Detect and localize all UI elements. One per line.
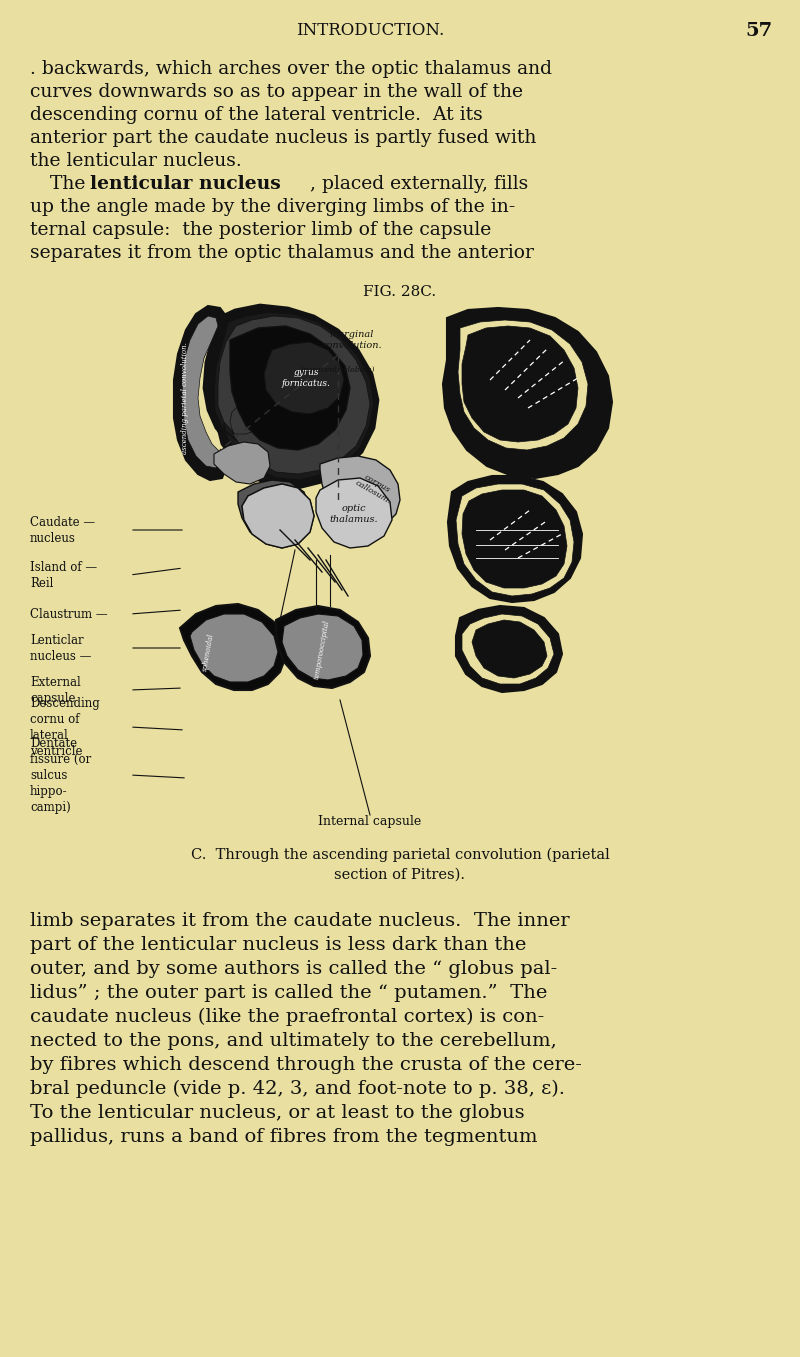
- Text: outer, and by some authors is called the “ globus pal-: outer, and by some authors is called the…: [30, 959, 558, 978]
- Text: Internal capsule: Internal capsule: [318, 816, 422, 828]
- Text: by fibres which descend through the crusta of the cere-: by fibres which descend through the crus…: [30, 1056, 582, 1073]
- Polygon shape: [282, 613, 363, 680]
- Text: Island of —
Reil: Island of — Reil: [30, 560, 97, 589]
- Text: optic
thalamus.: optic thalamus.: [330, 505, 378, 524]
- Text: marginal
convolution.: marginal convolution.: [322, 330, 382, 350]
- Polygon shape: [242, 484, 314, 548]
- Text: To the lenticular nucleus, or at least to the globus: To the lenticular nucleus, or at least t…: [30, 1105, 525, 1122]
- Text: up the angle made by the diverging limbs of the in-: up the angle made by the diverging limbs…: [30, 198, 515, 216]
- Polygon shape: [320, 456, 400, 528]
- Text: the lenticular nucleus.: the lenticular nucleus.: [30, 152, 242, 170]
- Text: bral peduncle (vide p. 42, 3, and foot-note to p. 38, ε).: bral peduncle (vide p. 42, 3, and foot-n…: [30, 1080, 565, 1098]
- Text: lenticular nucleus: lenticular nucleus: [90, 175, 281, 193]
- Text: Dentate
fissure (or
sulcus
hippo-
campi): Dentate fissure (or sulcus hippo- campi): [30, 737, 91, 813]
- Polygon shape: [264, 342, 344, 414]
- Text: The: The: [50, 175, 91, 193]
- Polygon shape: [180, 604, 286, 689]
- Polygon shape: [214, 312, 374, 480]
- Text: External
capsule: External capsule: [30, 676, 81, 704]
- Text: , placed externally, fills: , placed externally, fills: [310, 175, 528, 193]
- Polygon shape: [182, 316, 222, 468]
- Text: section of Pitres).: section of Pitres).: [334, 868, 466, 882]
- Text: Claustrum —: Claustrum —: [30, 608, 108, 620]
- Polygon shape: [276, 607, 370, 688]
- Polygon shape: [472, 620, 547, 678]
- Text: . backwards, which arches over the optic thalamus and: . backwards, which arches over the optic…: [30, 60, 552, 77]
- Text: C.  Through the ascending parietal convolution (parietal: C. Through the ascending parietal convol…: [190, 848, 610, 863]
- Polygon shape: [462, 490, 567, 588]
- Text: separates it from the optic thalamus and the anterior: separates it from the optic thalamus and…: [30, 244, 534, 262]
- Text: corpus
callosum.: corpus callosum.: [354, 471, 397, 506]
- Polygon shape: [456, 484, 574, 596]
- Polygon shape: [242, 484, 314, 548]
- Text: ascending parietal convolution.: ascending parietal convolution.: [181, 342, 189, 455]
- Text: Lenticlar
nucleus —: Lenticlar nucleus —: [30, 634, 91, 662]
- Text: ternal capsule:  the posterior limb of the capsule: ternal capsule: the posterior limb of th…: [30, 221, 491, 239]
- Text: INTRODUCTION.: INTRODUCTION.: [296, 22, 444, 39]
- Polygon shape: [238, 480, 310, 546]
- Polygon shape: [204, 305, 378, 489]
- Polygon shape: [316, 478, 392, 548]
- Polygon shape: [214, 442, 270, 484]
- Text: (paracentriclobule): (paracentriclobule): [301, 366, 375, 375]
- Text: anterior part the caudate nucleus is partly fused with: anterior part the caudate nucleus is par…: [30, 129, 536, 147]
- Text: pallidus, runs a band of fibres from the tegmentum: pallidus, runs a band of fibres from the…: [30, 1128, 538, 1147]
- Polygon shape: [462, 326, 578, 442]
- Polygon shape: [218, 316, 370, 474]
- Polygon shape: [448, 476, 582, 603]
- Text: sphenoidal: sphenoidal: [201, 632, 215, 672]
- Polygon shape: [456, 607, 562, 692]
- Text: nected to the pons, and ultimately to the cerebellum,: nected to the pons, and ultimately to th…: [30, 1033, 557, 1050]
- Text: lidus” ; the outer part is called the “ putamen.”  The: lidus” ; the outer part is called the “ …: [30, 984, 547, 1001]
- Text: descending cornu of the lateral ventricle.  At its: descending cornu of the lateral ventricl…: [30, 106, 482, 123]
- Text: limb separates it from the caudate nucleus.  The inner: limb separates it from the caudate nucle…: [30, 912, 570, 930]
- Polygon shape: [458, 320, 588, 451]
- Text: 57: 57: [745, 22, 772, 39]
- Text: temporooccipital: temporooccipital: [313, 620, 331, 680]
- Text: part of the lenticular nucleus is less dark than the: part of the lenticular nucleus is less d…: [30, 936, 526, 954]
- Polygon shape: [230, 326, 350, 451]
- Text: Caudate —
nucleus: Caudate — nucleus: [30, 516, 95, 544]
- Polygon shape: [462, 613, 554, 684]
- Polygon shape: [443, 308, 612, 478]
- Polygon shape: [174, 305, 226, 480]
- Polygon shape: [190, 613, 278, 683]
- Text: caudate nucleus (like the praefrontal cortex) is con-: caudate nucleus (like the praefrontal co…: [30, 1008, 544, 1026]
- Text: Descending
cornu of
lateral
ventricle: Descending cornu of lateral ventricle: [30, 696, 100, 757]
- Text: curves downwards so as to appear in the wall of the: curves downwards so as to appear in the …: [30, 83, 523, 100]
- Text: FIG. 28C.: FIG. 28C.: [363, 285, 437, 299]
- Text: gyrus
fornicatus.: gyrus fornicatus.: [282, 368, 330, 388]
